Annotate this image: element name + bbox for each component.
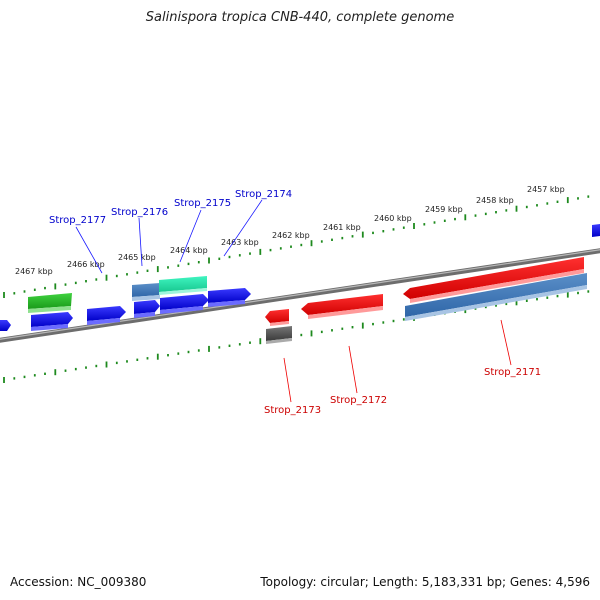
leader-strop-2171 [500, 319, 512, 366]
gene-label-strop-2176[interactable]: Strop_2176 [111, 207, 168, 218]
feature-steel-long[interactable] [405, 273, 587, 317]
leader-strop-2177 [75, 226, 103, 274]
feature-red-arrow-shade [308, 306, 383, 319]
features-reverse [265, 257, 587, 344]
feature-teal[interactable] [159, 276, 207, 292]
feature-blue-arrow-shade [31, 324, 68, 331]
gene-labels: Strop_2177 Strop_2176 Strop_2175 Strop_2… [49, 189, 541, 416]
feature-blue-arrow[interactable] [31, 312, 73, 327]
feature-steel-top[interactable] [132, 283, 160, 297]
scale-label: 2457 kbp [527, 185, 565, 194]
leader-strop-2175 [179, 209, 202, 263]
scale-label: 2459 kbp [425, 205, 463, 214]
backbone-highlight [0, 249, 600, 340]
gene-label-strop-2172[interactable]: Strop_2172 [330, 395, 387, 406]
feature-blue-arrow-shade [208, 300, 245, 307]
feature-blue-arrow-shade [87, 318, 120, 325]
gene-label-strop-2174[interactable]: Strop_2174 [235, 189, 292, 200]
scale-labels: 2467 kbp 2466 kbp 2465 kbp 2464 kbp 2463… [15, 185, 565, 276]
features-forward [0, 224, 600, 331]
gene-label-strop-2173[interactable]: Strop_2173 [264, 405, 321, 416]
genome-title: Salinispora tropica CNB-440, complete ge… [145, 10, 455, 25]
feature-blue-arrow[interactable] [0, 320, 11, 331]
feature-teal-shade [159, 288, 207, 295]
feature-steel-top-shade [132, 295, 160, 301]
scale-label: 2458 kbp [476, 196, 514, 205]
backbone-line [0, 248, 600, 343]
scale-ticks-upper [3, 195, 590, 298]
feature-red-arrow-shade [410, 269, 584, 303]
feature-blue-arrow[interactable] [87, 306, 126, 321]
feature-blue-arrow[interactable] [134, 300, 160, 314]
feature-blue-arrow[interactable] [208, 288, 251, 303]
gene-label-strop-2177[interactable]: Strop_2177 [49, 215, 106, 226]
feature-red-arrow-shade [270, 321, 289, 326]
leader-strop-2172 [348, 345, 358, 394]
feature-gray-shade [266, 338, 292, 344]
feature-green-shade [28, 306, 71, 313]
topology-text: Topology: circular; Length: 5,183,331 bp… [260, 575, 590, 589]
scale-label: 2460 kbp [374, 214, 412, 223]
scale-label: 2462 kbp [272, 231, 310, 240]
feature-blue-arrow[interactable] [160, 294, 209, 310]
leader-strop-2174 [223, 199, 263, 257]
scale-label: 2467 kbp [15, 267, 53, 276]
feature-blue-arrow-shade [134, 312, 155, 318]
scale-label: 2463 kbp [221, 238, 259, 247]
scale-label: 2465 kbp [118, 253, 156, 262]
feature-blue-arrow[interactable] [592, 224, 600, 237]
leader-strop-2176 [138, 217, 143, 267]
gene-label-strop-2171[interactable]: Strop_2171 [484, 367, 541, 378]
feature-red-arrow-strop-2172[interactable] [301, 294, 383, 315]
feature-green[interactable] [28, 293, 72, 309]
scale-label: 2464 kbp [170, 246, 208, 255]
scale-label: 2461 kbp [323, 223, 361, 232]
accession-text: Accession: NC_009380 [10, 575, 147, 589]
gene-label-strop-2175[interactable]: Strop_2175 [174, 198, 231, 209]
scale-label: 2466 kbp [67, 260, 105, 269]
feature-steel-long-shade [405, 285, 587, 321]
leader-strop-2173 [283, 357, 292, 403]
feature-red-arrow-strop-2171[interactable] [403, 257, 584, 299]
feature-red-arrow-strop-2173[interactable] [265, 309, 289, 323]
feature-blue-arrow-shade [160, 306, 203, 314]
feature-gray[interactable] [266, 326, 292, 341]
label-leaders [75, 199, 512, 403]
